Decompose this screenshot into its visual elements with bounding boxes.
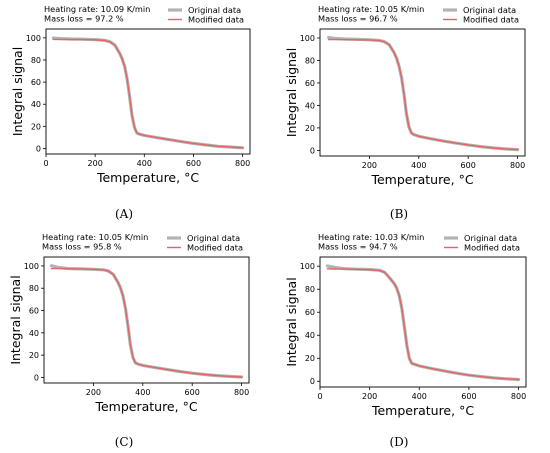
legend-entry: Modified data	[187, 243, 243, 253]
y-axis-label: Integral signal	[10, 47, 25, 136]
y-tick-label: 20	[29, 351, 39, 360]
series-line-modified	[326, 268, 520, 381]
x-tick-label: 600	[461, 392, 476, 401]
chart-panel-d: 0 20 40 60 80 100 0 200 400 600 800 Temperature, °C…	[275, 226, 550, 453]
y-axis-label: Integral signal	[8, 275, 23, 364]
x-tick-label: 600	[186, 159, 201, 168]
y-tick-label: 0	[310, 377, 315, 386]
annotation-line: Heating rate: 10.05 K/min	[42, 232, 148, 242]
y-tick-label: 20	[305, 124, 315, 133]
y-tick-label: 20	[31, 122, 41, 131]
legend-entry: Modified data	[463, 15, 519, 25]
x-tick-label: 0	[317, 392, 322, 401]
x-tick-label: 400	[137, 159, 152, 168]
y-tick-label: 40	[305, 331, 315, 340]
y-tick-label: 80	[31, 56, 41, 65]
legend-entry: Original data	[187, 233, 240, 243]
y-tick-label: 80	[305, 285, 315, 294]
y-tick-label: 60	[29, 307, 39, 316]
y-tick-label: 0	[34, 373, 39, 382]
x-tick-label: 200	[88, 159, 103, 168]
annotation-line: Mass loss = 96.7 %	[318, 14, 398, 24]
plot-frame	[319, 256, 527, 388]
y-tick-label: 40	[305, 101, 315, 110]
x-axis-label: Temperature, °C	[370, 172, 473, 187]
y-tick-label: 60	[31, 78, 41, 87]
annotation-line: Heating rate: 10.05 K/min	[318, 4, 424, 14]
series-line-modified	[50, 267, 243, 378]
chart-svg-a: 0 20 40 60 80 100 0 200 400 600 800 Temperature, °C…	[10, 4, 251, 185]
x-tick-label: 400	[411, 161, 426, 170]
chart-panel-c: 0 20 40 60 80 100 200 400 600 800 Temperature, °C I…	[0, 226, 275, 453]
x-tick-label: 800	[510, 161, 525, 170]
x-tick-label: 200	[86, 388, 101, 397]
y-tick-label: 60	[305, 308, 315, 317]
y-axis-label: Integral signal	[284, 277, 299, 366]
y-tick-label: 40	[29, 329, 39, 338]
y-tick-label: 0	[36, 144, 41, 153]
annotation-line: Heating rate: 10.09 K/min	[44, 4, 150, 14]
panel-label: (D)	[389, 435, 409, 449]
x-tick-label: 200	[362, 161, 377, 170]
panel-label: (B)	[389, 207, 409, 221]
y-tick-label: 20	[305, 354, 315, 363]
series-line-original	[326, 35, 520, 152]
y-tick-label: 60	[305, 79, 315, 88]
panel-label: (A)	[114, 207, 134, 221]
series-line-original	[325, 264, 521, 382]
chart-panel-b: 0 20 40 60 80 100 200 400 600 800 Temperature, °C I…	[275, 0, 550, 226]
y-tick-label: 40	[31, 100, 41, 109]
x-tick-label: 600	[185, 388, 200, 397]
chart-svg-c: 0 20 40 60 80 100 200 400 600 800 Temperature, °C I…	[8, 232, 250, 414]
x-tick-label: 200	[362, 392, 377, 401]
y-axis-label: Integral signal	[284, 48, 299, 137]
plot-frame	[43, 256, 250, 384]
y-tick-label: 80	[29, 284, 39, 293]
series-line-original	[49, 264, 244, 379]
chart-svg-d: 0 20 40 60 80 100 0 200 400 600 800 Temperature, °C…	[284, 232, 527, 418]
y-tick-label: 100	[300, 262, 315, 271]
legend-entry: Original data	[463, 5, 516, 15]
x-tick-label: 800	[511, 392, 526, 401]
y-tick-label: 100	[26, 34, 41, 43]
y-tick-label: 100	[300, 34, 315, 43]
y-tick-label: 80	[305, 56, 315, 65]
annotation-line: Heating rate: 10.03 K/min	[318, 232, 424, 242]
x-tick-label: 0	[43, 159, 48, 168]
chart-svg-b: 0 20 40 60 80 100 200 400 600 800 Temperature, °C I…	[284, 4, 526, 187]
series-line-modified	[327, 38, 519, 151]
x-tick-label: 400	[412, 392, 427, 401]
series-line-modified	[52, 38, 244, 149]
plot-frame	[45, 28, 251, 155]
x-tick-label: 400	[135, 388, 150, 397]
legend-entry: Modified data	[464, 243, 520, 253]
x-axis-label: Temperature, °C	[96, 170, 199, 185]
plot-frame	[319, 28, 526, 157]
legend-entry: Original data	[464, 233, 517, 243]
y-tick-label: 100	[24, 262, 39, 271]
x-axis-label: Temperature, °C	[94, 399, 197, 414]
legend-entry: Original data	[188, 5, 241, 15]
chart-panel-a: 0 20 40 60 80 100 0 200 400 600 800 Temperature, °C…	[0, 0, 275, 226]
y-tick-label: 0	[310, 146, 315, 155]
annotation-line: Mass loss = 95.8 %	[42, 242, 122, 252]
legend-entry: Modified data	[188, 15, 244, 25]
x-tick-label: 800	[234, 388, 249, 397]
x-tick-label: 800	[235, 159, 250, 168]
x-axis-label: Temperature, °C	[371, 403, 474, 418]
annotation-line: Mass loss = 94.7 %	[318, 242, 398, 252]
x-tick-label: 600	[461, 161, 476, 170]
annotation-line: Mass loss = 97.2 %	[44, 14, 124, 24]
series-line-original	[51, 36, 245, 150]
panel-label: (C)	[114, 435, 134, 449]
